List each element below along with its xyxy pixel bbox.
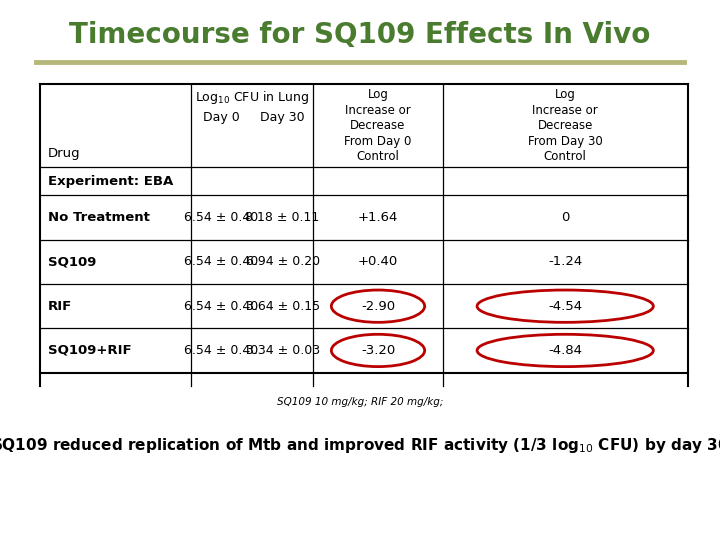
Text: 0: 0 [561,211,570,224]
Text: -2.90: -2.90 [361,300,395,313]
Text: 6.54 ± 0.40: 6.54 ± 0.40 [184,255,258,268]
Text: Control: Control [544,150,587,163]
Text: Decrease: Decrease [351,119,405,132]
Text: SQ109+RIF: SQ109+RIF [48,344,132,357]
Text: 3.34 ± 0.03: 3.34 ± 0.03 [246,344,320,357]
Text: 3.64 ± 0.15: 3.64 ± 0.15 [246,300,320,313]
Text: Timecourse for SQ109 Effects In Vivo: Timecourse for SQ109 Effects In Vivo [69,21,651,49]
Text: SQ109 reduced replication of Mtb and improved RIF activity (1/3 log$_{10}$ CFU) : SQ109 reduced replication of Mtb and imp… [0,436,720,455]
Text: -4.54: -4.54 [548,300,582,313]
Text: 8.18 ± 0.11: 8.18 ± 0.11 [246,211,320,224]
Text: Control: Control [356,150,400,163]
Text: -4.84: -4.84 [548,344,582,357]
Text: Log: Log [555,88,575,101]
Text: 6.54 ± 0.40: 6.54 ± 0.40 [184,344,258,357]
Text: 6.94 ± 0.20: 6.94 ± 0.20 [246,255,320,268]
Text: Increase or: Increase or [345,104,411,117]
Text: Drug: Drug [48,147,81,160]
Text: SQ109 10 mg/kg; RIF 20 mg/kg;: SQ109 10 mg/kg; RIF 20 mg/kg; [276,397,444,407]
Text: 6.54 ± 0.40: 6.54 ± 0.40 [184,211,258,224]
Text: Log: Log [368,88,388,101]
Text: +0.40: +0.40 [358,255,398,268]
Text: Decrease: Decrease [538,119,593,132]
Text: 6.54 ± 0.40: 6.54 ± 0.40 [184,300,258,313]
Text: Log$_{10}$ CFU in Lung: Log$_{10}$ CFU in Lung [195,89,309,106]
Text: Increase or: Increase or [532,104,598,117]
Text: RIF: RIF [48,300,73,313]
Text: Day 0: Day 0 [203,111,240,124]
Text: -1.24: -1.24 [548,255,582,268]
Text: From Day 30: From Day 30 [528,134,603,147]
Text: Day 30: Day 30 [261,111,305,124]
Text: From Day 0: From Day 0 [344,134,412,147]
Text: -3.20: -3.20 [361,344,395,357]
Text: +1.64: +1.64 [358,211,398,224]
Text: Experiment: EBA: Experiment: EBA [48,175,174,188]
Text: SQ109: SQ109 [48,255,96,268]
Text: No Treatment: No Treatment [48,211,150,224]
